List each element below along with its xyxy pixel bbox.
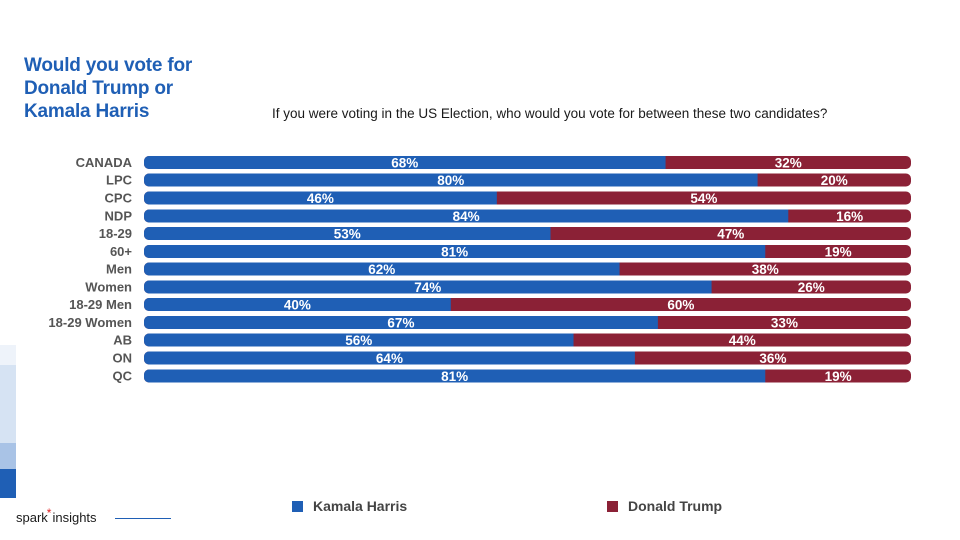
data-label-trump: 16% — [836, 209, 863, 224]
data-label-harris: 81% — [441, 245, 468, 260]
bar-segment-harris — [144, 191, 497, 205]
data-label-trump: 26% — [798, 280, 825, 295]
category-label: 60+ — [110, 244, 132, 259]
bar-segment-harris — [144, 316, 658, 329]
brand-suffix: insights — [52, 510, 97, 525]
category-label: 18-29 Women — [48, 315, 132, 330]
data-label-harris: 64% — [376, 351, 403, 366]
data-label-harris: 56% — [345, 333, 372, 348]
data-label-trump: 33% — [771, 316, 798, 331]
category-label: Men — [106, 262, 132, 277]
chart-title-line: Donald Trump or — [24, 78, 174, 99]
brand-underline — [115, 518, 171, 519]
brand-name: spark — [16, 510, 48, 525]
chart-title: Would you vote for Donald Trump or Kamal… — [24, 54, 244, 123]
data-label-harris: 81% — [441, 369, 468, 384]
brand-mark-icon: * — [46, 506, 52, 520]
data-label-trump: 20% — [821, 173, 848, 188]
category-label: 18-29 — [99, 226, 132, 241]
category-label: CPC — [105, 191, 133, 206]
decor-strip — [0, 443, 16, 469]
data-label-harris: 53% — [334, 227, 361, 242]
bar-segment-harris — [144, 333, 574, 347]
data-label-trump: 54% — [690, 191, 717, 206]
data-label-harris: 40% — [284, 298, 311, 313]
data-label-trump: 19% — [825, 369, 852, 384]
data-label-trump: 32% — [775, 156, 802, 171]
legend-swatch — [292, 500, 303, 512]
bar-segment-harris — [144, 369, 766, 383]
bar-segment-harris — [144, 280, 712, 294]
legend-swatch — [607, 500, 618, 512]
decor-strip — [0, 365, 16, 443]
legend-label: Donald Trump — [628, 498, 723, 514]
category-label: AB — [113, 333, 132, 348]
category-label: CANADA — [76, 155, 133, 170]
bar-segment-harris — [144, 245, 766, 258]
data-label-harris: 84% — [453, 209, 480, 224]
decor-strip — [0, 469, 16, 498]
data-label-harris: 46% — [307, 191, 334, 206]
chart-title-line: Would you vote for — [24, 55, 193, 76]
category-label: LPC — [106, 173, 133, 188]
data-label-harris: 62% — [368, 262, 395, 277]
category-label: NDP — [105, 209, 133, 224]
data-label-trump: 47% — [717, 227, 744, 242]
category-label: Women — [85, 280, 132, 295]
legend-label: Kamala Harris — [313, 498, 408, 514]
bar-segment-harris — [144, 156, 666, 169]
data-label-harris: 67% — [387, 316, 414, 331]
legend-item-harris: Kamala Harris — [292, 498, 407, 514]
data-label-trump: 38% — [752, 262, 779, 277]
decor-strip — [0, 345, 16, 365]
bar-segment-harris — [144, 227, 551, 240]
data-label-trump: 60% — [667, 298, 694, 313]
bar-segment-harris — [144, 173, 758, 187]
category-label: 18-29 Men — [69, 297, 132, 312]
brand-logo: spark*insights — [16, 506, 97, 525]
bar-segment-harris — [144, 262, 620, 276]
bar-segment-harris — [144, 351, 635, 365]
chart-subtitle: If you were voting in the US Election, w… — [272, 106, 828, 121]
data-label-trump: 36% — [759, 351, 786, 366]
bar-segment-harris — [144, 209, 789, 223]
bar-segment-harris — [144, 298, 451, 311]
category-label: ON — [113, 351, 133, 366]
data-label-harris: 74% — [414, 280, 441, 295]
data-label-harris: 68% — [391, 156, 418, 171]
category-label: QC — [113, 369, 133, 384]
chart-title-line: Kamala Harris — [24, 101, 150, 122]
data-label-harris: 80% — [437, 173, 464, 188]
legend-item-trump: Donald Trump — [607, 498, 722, 514]
data-label-trump: 19% — [825, 245, 852, 260]
data-label-trump: 44% — [729, 333, 756, 348]
